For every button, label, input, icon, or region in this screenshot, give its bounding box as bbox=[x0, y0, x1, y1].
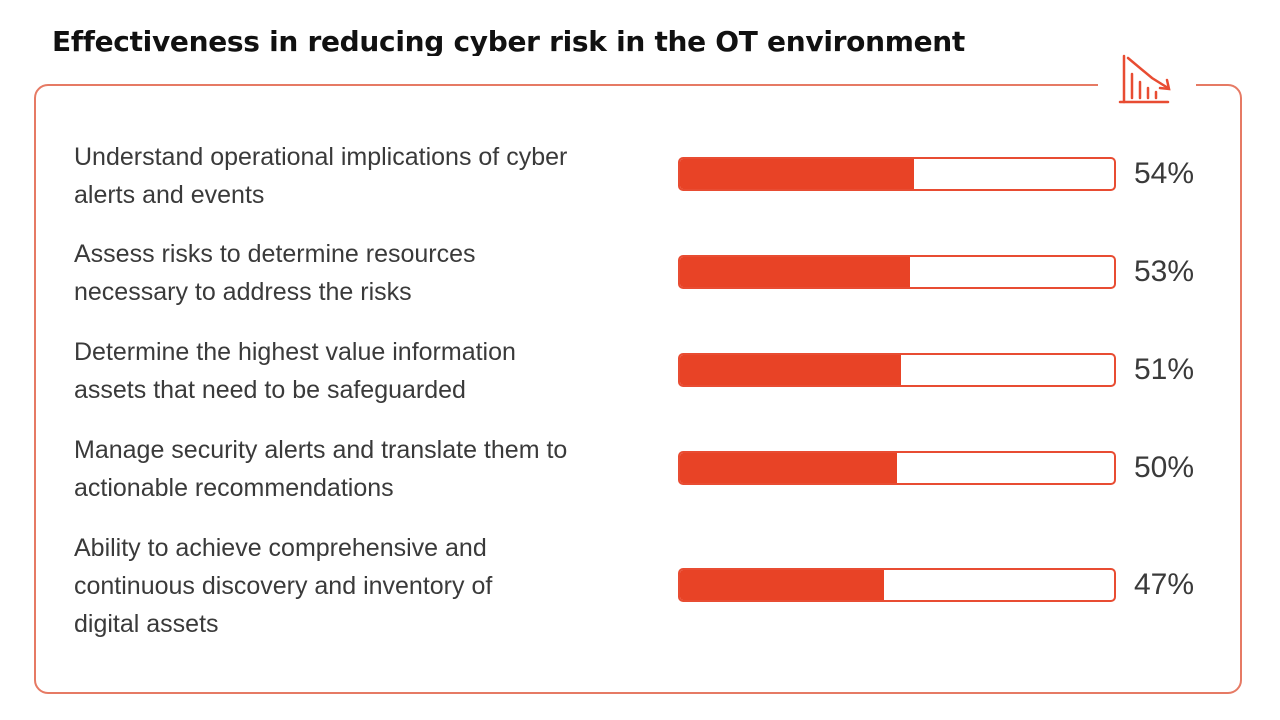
bar-track bbox=[678, 157, 1116, 191]
bar-track bbox=[678, 353, 1116, 387]
bar bbox=[680, 453, 897, 483]
bar bbox=[680, 570, 884, 600]
chart-frame bbox=[34, 84, 1242, 694]
bar bbox=[680, 257, 911, 287]
bar-track bbox=[678, 255, 1116, 289]
category-label: Determine the highest value information … bbox=[74, 338, 516, 404]
value-label: 53% bbox=[1134, 255, 1195, 288]
bar bbox=[680, 159, 915, 189]
value-label: 54% bbox=[1134, 157, 1195, 190]
category-label: Manage security alerts and translate the… bbox=[74, 436, 568, 502]
chart-title: Effectiveness in reducing cyber risk in … bbox=[52, 25, 965, 56]
category-label: Understand operational implications of c… bbox=[74, 143, 568, 209]
value-label: 47% bbox=[1134, 568, 1195, 601]
category-label: Ability to achieve comprehensive and con… bbox=[74, 534, 493, 638]
bar bbox=[680, 355, 902, 385]
value-label: 51% bbox=[1134, 353, 1195, 386]
declining-bar-chart-icon bbox=[1118, 54, 1171, 104]
bar-track bbox=[678, 451, 1116, 485]
category-label: Assess risks to determine resources nece… bbox=[74, 240, 476, 306]
value-label: 50% bbox=[1134, 451, 1195, 484]
bar-track bbox=[678, 568, 1116, 602]
